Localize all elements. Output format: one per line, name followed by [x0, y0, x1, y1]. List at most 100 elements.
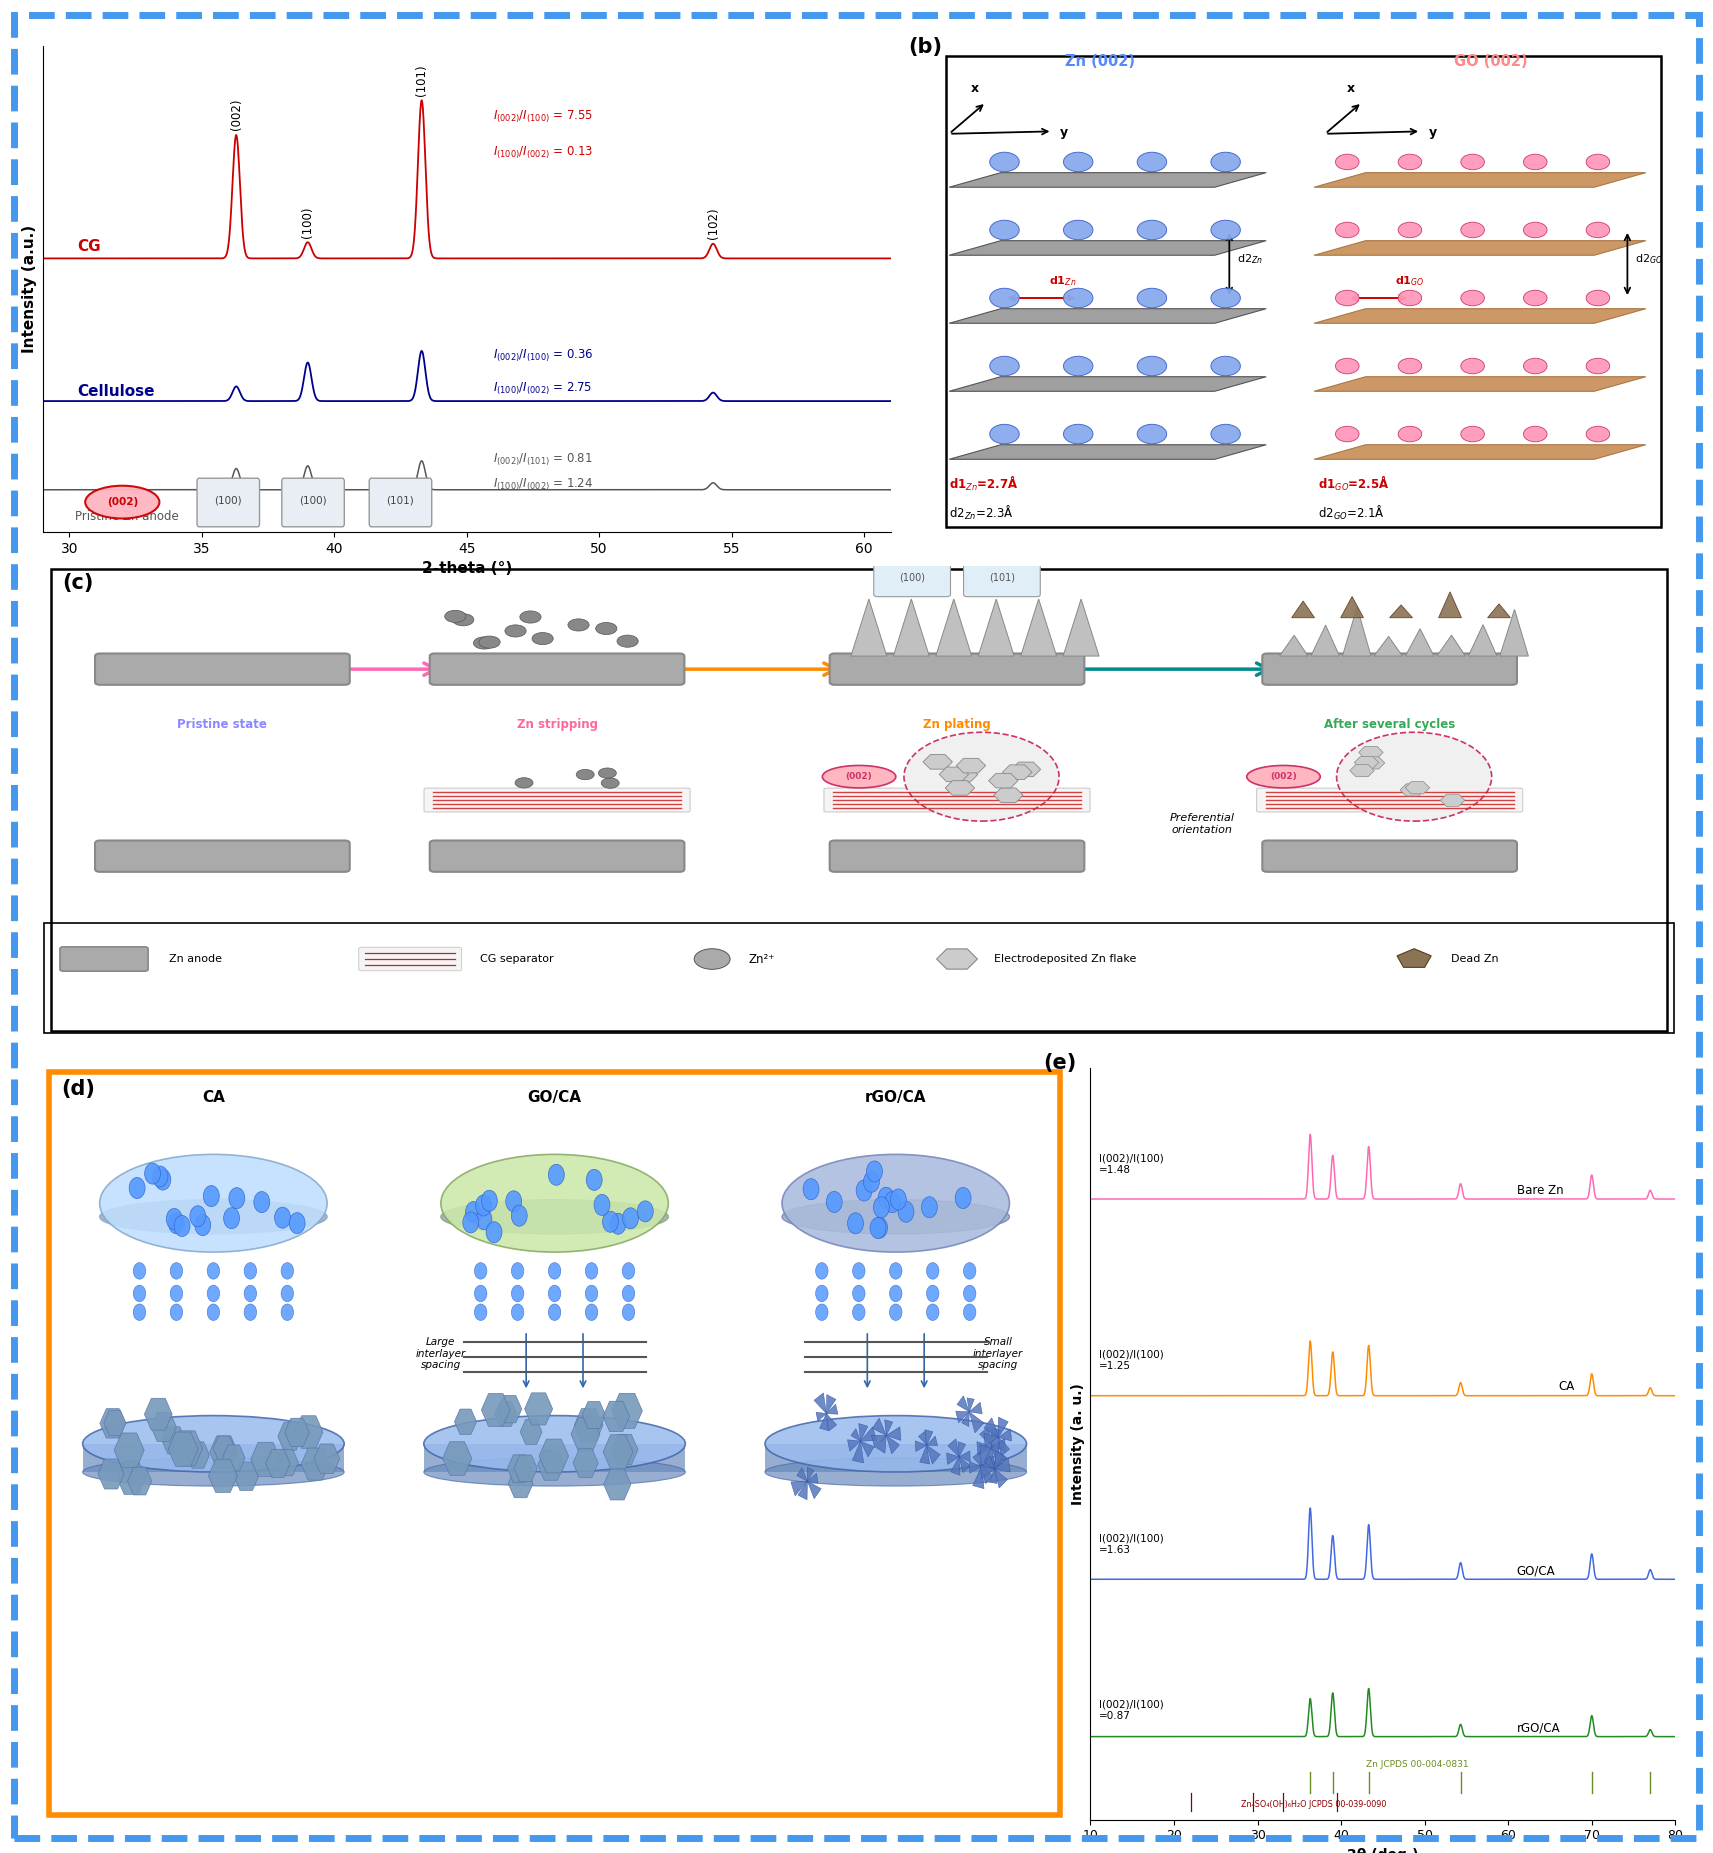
Polygon shape	[538, 1449, 564, 1481]
FancyBboxPatch shape	[1262, 654, 1518, 686]
Text: GO/CA: GO/CA	[1516, 1564, 1555, 1577]
Text: x: x	[971, 83, 980, 96]
Polygon shape	[278, 1423, 301, 1451]
Text: d1$_{GO}$=2.5Å: d1$_{GO}$=2.5Å	[1317, 474, 1389, 493]
Y-axis label: Intensity (a.u.): Intensity (a.u.)	[22, 226, 38, 354]
Circle shape	[863, 1171, 879, 1191]
Polygon shape	[999, 1438, 1009, 1456]
Text: (002): (002)	[230, 98, 243, 130]
Polygon shape	[978, 599, 1014, 656]
Text: (101): (101)	[988, 573, 1014, 582]
Circle shape	[637, 1201, 653, 1221]
FancyBboxPatch shape	[358, 947, 461, 971]
Circle shape	[603, 1212, 618, 1232]
Circle shape	[512, 1286, 524, 1301]
Polygon shape	[982, 1466, 994, 1484]
Circle shape	[586, 1169, 603, 1190]
Circle shape	[622, 1305, 636, 1321]
Ellipse shape	[423, 1458, 685, 1486]
Text: d1$_{Zn}$: d1$_{Zn}$	[1048, 274, 1076, 289]
Polygon shape	[959, 1451, 970, 1462]
Polygon shape	[266, 1449, 289, 1477]
Circle shape	[1461, 426, 1485, 441]
Polygon shape	[144, 1399, 173, 1431]
Y-axis label: Intensity (a. u.): Intensity (a. u.)	[1071, 1382, 1084, 1505]
Circle shape	[1586, 426, 1610, 441]
Polygon shape	[766, 1443, 1026, 1471]
Polygon shape	[1405, 628, 1434, 656]
Circle shape	[1064, 424, 1093, 443]
Text: d2$_{Zn}$: d2$_{Zn}$	[1237, 252, 1262, 267]
Polygon shape	[574, 1408, 603, 1442]
Circle shape	[848, 1212, 863, 1234]
Polygon shape	[1374, 636, 1403, 656]
Circle shape	[1461, 291, 1485, 306]
Polygon shape	[1021, 599, 1057, 656]
Polygon shape	[982, 1456, 995, 1469]
Circle shape	[853, 1286, 865, 1301]
FancyBboxPatch shape	[197, 478, 260, 526]
Circle shape	[134, 1262, 146, 1279]
FancyBboxPatch shape	[829, 841, 1084, 871]
Polygon shape	[994, 788, 1023, 802]
Circle shape	[510, 1204, 528, 1227]
Polygon shape	[807, 1468, 814, 1481]
Circle shape	[569, 619, 589, 632]
Circle shape	[586, 1286, 598, 1301]
Polygon shape	[872, 1436, 886, 1447]
Polygon shape	[976, 1442, 992, 1456]
Polygon shape	[947, 1453, 959, 1464]
FancyBboxPatch shape	[281, 478, 344, 526]
Polygon shape	[961, 1412, 970, 1427]
Circle shape	[548, 1164, 564, 1186]
Text: CA: CA	[202, 1090, 224, 1104]
Text: x: x	[1346, 83, 1355, 96]
Polygon shape	[848, 1440, 860, 1451]
Polygon shape	[970, 1403, 982, 1414]
Text: d2$_{GO}$: d2$_{GO}$	[1634, 252, 1663, 267]
Polygon shape	[814, 1393, 826, 1414]
Polygon shape	[1341, 597, 1364, 617]
Circle shape	[990, 289, 1019, 308]
Polygon shape	[798, 1481, 807, 1499]
Polygon shape	[939, 767, 968, 782]
Circle shape	[166, 1208, 182, 1230]
Circle shape	[224, 1208, 240, 1229]
Polygon shape	[992, 1447, 1006, 1468]
Text: rGO/CA: rGO/CA	[1516, 1721, 1561, 1734]
Polygon shape	[1350, 765, 1374, 776]
Text: d2$_{Zn}$=2.3Å: d2$_{Zn}$=2.3Å	[949, 504, 1014, 523]
Polygon shape	[209, 1436, 238, 1468]
Text: (e): (e)	[1043, 1053, 1077, 1073]
Polygon shape	[915, 1442, 927, 1451]
Polygon shape	[970, 1412, 983, 1432]
Circle shape	[475, 1305, 486, 1321]
Text: $\mathit{I}_{(100)}/\mathit{I}_{(002)}$ = 2.75: $\mathit{I}_{(100)}/\mathit{I}_{(002)}$ …	[493, 380, 593, 397]
Polygon shape	[1468, 624, 1497, 656]
Text: (002): (002)	[846, 773, 872, 782]
Polygon shape	[970, 1462, 982, 1473]
Text: (d): (d)	[62, 1078, 96, 1099]
Circle shape	[1523, 426, 1547, 441]
Polygon shape	[946, 780, 975, 795]
Circle shape	[1461, 154, 1485, 170]
Circle shape	[1461, 222, 1485, 237]
Polygon shape	[918, 1432, 927, 1445]
Circle shape	[516, 778, 533, 788]
Circle shape	[1336, 732, 1492, 821]
Polygon shape	[815, 1412, 826, 1421]
FancyBboxPatch shape	[1262, 841, 1518, 871]
Polygon shape	[498, 1395, 522, 1423]
Polygon shape	[1310, 624, 1340, 656]
Circle shape	[1523, 222, 1547, 237]
Polygon shape	[985, 1456, 995, 1469]
Text: (100): (100)	[899, 573, 925, 582]
Circle shape	[815, 1305, 827, 1321]
Circle shape	[289, 1212, 305, 1234]
Circle shape	[927, 1286, 939, 1301]
Text: (002): (002)	[106, 497, 139, 508]
FancyBboxPatch shape	[60, 947, 147, 971]
FancyBboxPatch shape	[1257, 788, 1523, 812]
Polygon shape	[570, 1418, 600, 1451]
Polygon shape	[935, 599, 971, 656]
